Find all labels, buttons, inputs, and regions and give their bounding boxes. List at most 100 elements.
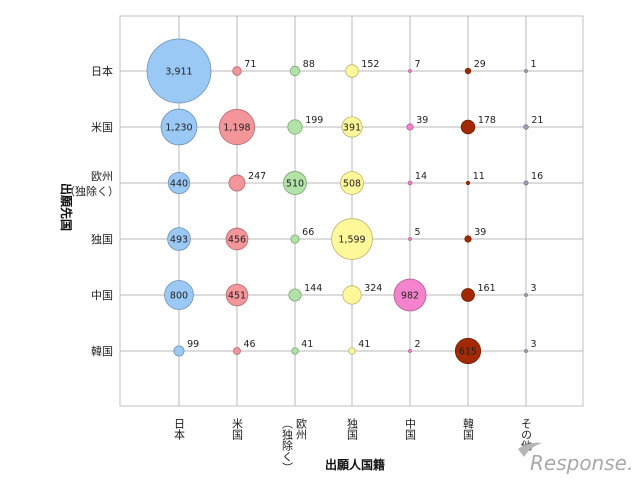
watermark-swoosh	[518, 442, 542, 457]
svg-text:中国: 中国	[404, 418, 417, 441]
data-label: 493	[170, 235, 188, 246]
data-label: 41	[301, 339, 313, 350]
data-label: 152	[361, 59, 379, 70]
bubble	[524, 293, 528, 297]
x-tick-label: 中国	[404, 418, 417, 441]
y-tick-label: 欧州（独除く）	[64, 170, 119, 198]
data-label: 5	[415, 227, 421, 238]
bubble	[283, 171, 307, 195]
svg-text:韓国: 韓国	[462, 418, 475, 441]
bubble	[407, 180, 413, 186]
svg-text:欧州: 欧州	[295, 418, 308, 440]
data-label: 324	[364, 283, 382, 294]
bubble	[160, 108, 198, 146]
bubble	[287, 119, 303, 135]
bubble	[225, 283, 249, 307]
svg-text:日本: 日本	[173, 418, 186, 441]
data-label: 99	[187, 339, 199, 350]
data-label: 391	[343, 123, 361, 134]
bubble	[348, 347, 356, 355]
data-label: 1,230	[165, 123, 192, 134]
bubble	[465, 180, 471, 186]
data-label: 88	[303, 59, 315, 70]
data-labels: 3,9111,23044049380099711,198247456451468…	[165, 59, 543, 358]
bubble	[524, 69, 528, 73]
bubble	[464, 235, 472, 243]
x-tick-label: 米国	[231, 418, 244, 441]
bubble	[408, 69, 412, 73]
data-label: 2	[415, 339, 421, 350]
bubble	[167, 227, 191, 251]
bubble	[408, 349, 412, 353]
data-label: 510	[286, 179, 304, 190]
data-label: 21	[531, 115, 543, 126]
data-label: 982	[401, 291, 419, 302]
bubble	[290, 234, 300, 244]
data-label: 71	[244, 59, 256, 70]
bubble	[288, 288, 302, 302]
bubble	[524, 349, 528, 353]
bubble	[225, 227, 249, 251]
bubble	[173, 345, 185, 357]
data-label: 247	[248, 171, 266, 182]
data-label: 451	[228, 291, 246, 302]
data-label: 3	[531, 283, 537, 294]
data-label: 39	[474, 227, 486, 238]
bubble	[232, 66, 242, 76]
bubble	[454, 337, 482, 365]
data-label: 508	[343, 179, 361, 190]
bubble	[291, 347, 299, 355]
data-label: 1,599	[338, 235, 365, 246]
data-label: 440	[170, 179, 188, 190]
data-label: 456	[228, 235, 246, 246]
bubble	[233, 347, 241, 355]
data-label: 615	[459, 347, 477, 358]
bubble	[289, 65, 301, 77]
bubble	[461, 288, 475, 302]
data-label: 800	[170, 291, 188, 302]
bubble	[460, 119, 476, 135]
bubble	[393, 278, 427, 312]
data-label: 66	[302, 227, 314, 238]
watermark-logo: Response.	[518, 442, 633, 475]
svg-text:（独除く）: （独除く）	[281, 418, 294, 473]
bubble	[164, 280, 194, 310]
bubble	[464, 67, 472, 75]
bubble	[406, 123, 414, 131]
y-tick-label: 日本	[91, 64, 113, 78]
y-tick-label: 中国	[91, 289, 113, 302]
bubble	[218, 108, 256, 146]
bubble	[345, 64, 359, 78]
x-axis-title: 出願人国籍	[325, 457, 385, 472]
bubble	[523, 124, 529, 130]
bubble	[167, 171, 191, 195]
data-label: 39	[416, 115, 428, 126]
x-tick-label: 独国	[346, 418, 359, 441]
bubble	[408, 237, 412, 241]
data-label: 7	[415, 59, 421, 70]
data-label: 3,911	[165, 67, 192, 78]
data-label: 199	[305, 115, 323, 126]
y-tick-label: 独国	[91, 233, 113, 246]
bubble	[146, 38, 212, 104]
data-label: 3	[531, 339, 537, 350]
x-tick-label: 欧州（独除く）	[281, 418, 308, 473]
bubbles	[146, 38, 529, 365]
data-label: 46	[243, 339, 255, 350]
bubble	[331, 218, 373, 260]
bubble	[342, 285, 362, 305]
data-label: 1,198	[223, 123, 250, 134]
data-label: 1	[531, 59, 537, 70]
x-tick-label: 日本	[173, 418, 186, 441]
data-label: 178	[478, 115, 496, 126]
bubble	[341, 116, 363, 138]
bubble	[228, 174, 246, 192]
watermark-text: Response.	[530, 451, 633, 475]
x-tick-label: その他	[520, 418, 533, 451]
x-tick-label: 韓国	[462, 418, 475, 441]
svg-text:独国: 独国	[346, 418, 359, 441]
data-label: 144	[304, 283, 322, 294]
bubble	[340, 171, 364, 195]
y-tick-label: 米国	[91, 121, 113, 134]
